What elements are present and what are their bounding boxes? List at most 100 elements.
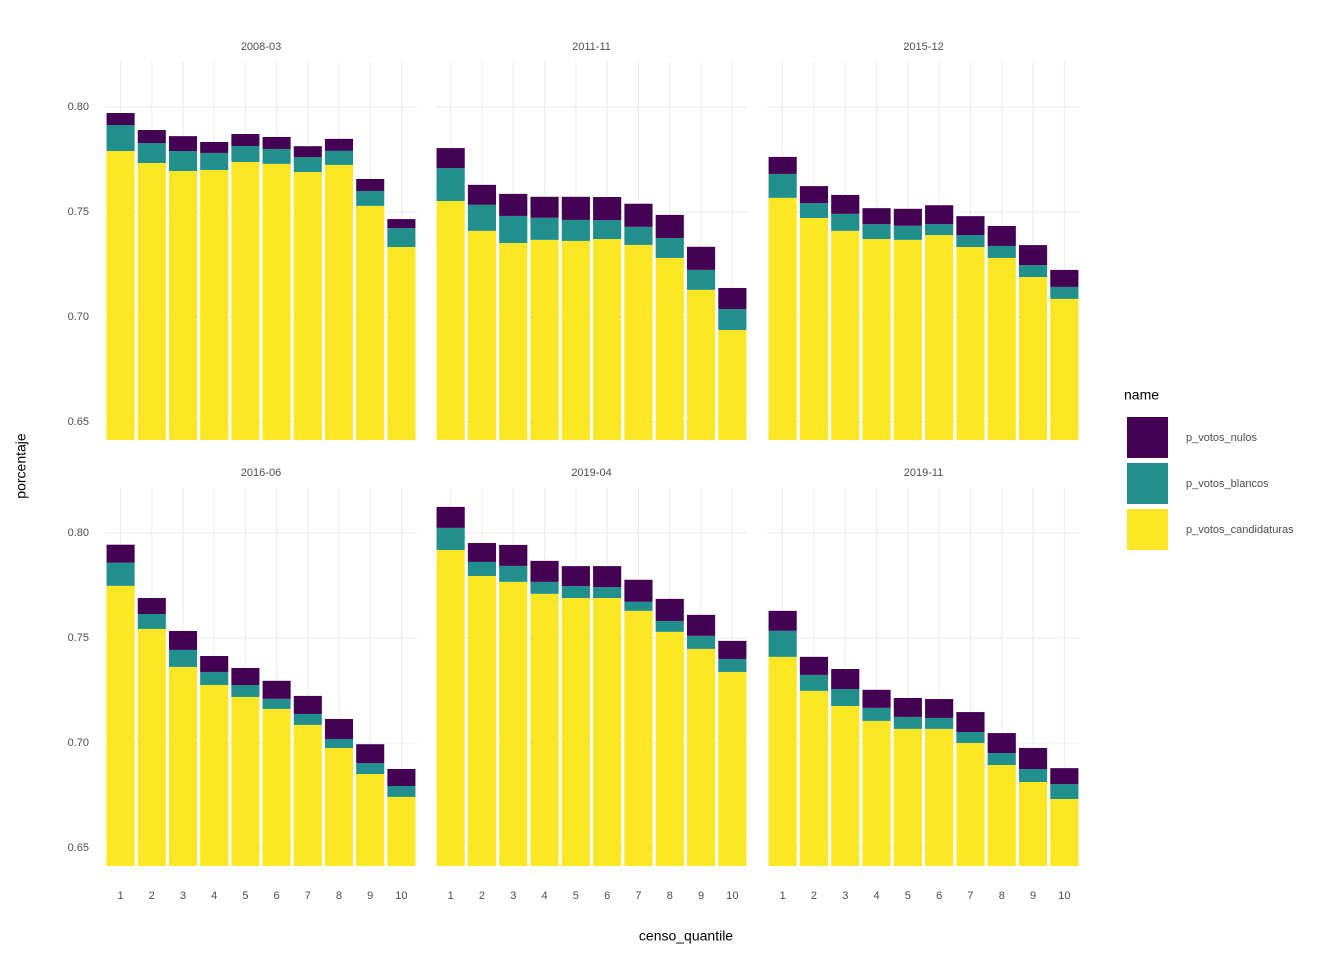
bar-segment [293, 695, 322, 714]
bar-segment [893, 698, 922, 717]
bar-segment [893, 716, 922, 729]
x-tick-label: 1 [448, 890, 454, 902]
bar-segment [831, 669, 860, 689]
bar-segment [530, 196, 559, 218]
bar-segment [467, 204, 497, 231]
bar-segment [593, 239, 622, 440]
bar-segment [862, 720, 891, 866]
bar-segment [987, 226, 1016, 246]
bar-segment [231, 667, 260, 685]
bar-segment [686, 269, 716, 290]
x-tick-label: 3 [510, 890, 516, 902]
bar-segment [718, 671, 747, 866]
bar-segment [956, 742, 985, 866]
bar-segment [262, 163, 291, 440]
bar-segment [231, 161, 260, 440]
bar-segment [137, 163, 166, 440]
bar-segment [387, 785, 416, 797]
bar-segment [925, 235, 954, 440]
bar-segment [137, 614, 166, 629]
bar-segment [925, 717, 954, 729]
bar-segment [356, 190, 385, 206]
bar-segment [530, 593, 559, 866]
bar-segment [324, 738, 354, 748]
bar-segment [168, 666, 198, 866]
bar-segment [499, 215, 528, 244]
legend-swatch [1127, 509, 1168, 550]
bar-segment [655, 598, 684, 621]
legend-swatch [1127, 463, 1168, 504]
bar-segment [106, 113, 135, 125]
bar-segment [324, 138, 354, 151]
bar-segment [231, 696, 260, 866]
y-tick-label: 0.75 [68, 632, 89, 644]
bar-segment [262, 680, 291, 699]
bar-segment [200, 656, 229, 672]
bar-segment [862, 707, 891, 721]
bar-segment [987, 257, 1016, 440]
bar-segment [106, 544, 135, 563]
bar-segment [499, 243, 528, 440]
x-tick-label: 3 [842, 890, 848, 902]
bar-segment [686, 648, 716, 866]
x-tick-label: 6 [274, 890, 280, 902]
bar-segment [655, 257, 684, 440]
bar-segment [324, 150, 354, 165]
bar-segment [231, 134, 260, 146]
bar-segment [467, 561, 497, 576]
bar-segment [1050, 799, 1079, 866]
x-tick-label: 4 [211, 890, 217, 902]
x-tick-label: 8 [667, 890, 673, 902]
bar-segment [655, 214, 684, 238]
bar-segment [436, 549, 465, 866]
bar-segment [893, 728, 922, 866]
bar-segment [956, 247, 985, 440]
bar-segment [356, 205, 385, 440]
bar-segment [293, 724, 322, 866]
bar-segment [987, 245, 1016, 258]
bar-segment [686, 635, 716, 649]
bar-segment [768, 656, 797, 866]
bar-segment [499, 544, 528, 566]
bar-segment [293, 172, 322, 441]
x-tick-label: 5 [905, 890, 911, 902]
bar-segment [1018, 768, 1048, 782]
bar-segment [499, 565, 528, 582]
bar-segment [768, 630, 797, 657]
bar-segment [956, 235, 985, 248]
x-tick-label: 4 [541, 890, 547, 902]
bar-segment [1018, 747, 1048, 769]
bar-segment [686, 246, 716, 270]
bar-segment [356, 774, 385, 866]
bar-segment [231, 684, 260, 697]
legend-label: p_votos_blancos [1186, 478, 1269, 490]
bar-segment [200, 152, 229, 170]
bar-segment [655, 631, 684, 866]
bar-segment [1050, 784, 1079, 800]
x-tick-label: 6 [604, 890, 610, 902]
y-tick-label: 0.65 [68, 842, 89, 854]
bar-segment [799, 218, 829, 440]
bar-segment [768, 173, 797, 198]
y-tick-label: 0.80 [68, 101, 89, 113]
bar-segment [893, 239, 922, 440]
bar-segment [200, 671, 229, 685]
legend-label: p_votos_candidaturas [1186, 524, 1294, 536]
bar-segment [106, 125, 135, 152]
bar-segment [831, 688, 860, 706]
y-tick-label: 0.80 [68, 527, 89, 539]
bar-segment [467, 543, 497, 562]
bar-segment [436, 527, 465, 550]
bar-segment [436, 168, 465, 202]
facet-title: 2016-06 [241, 467, 281, 479]
x-tick-label: 10 [726, 890, 738, 902]
bar-segment [561, 196, 590, 220]
bar-segment [262, 136, 291, 149]
bar-segment [925, 728, 954, 866]
x-tick-label: 5 [242, 890, 248, 902]
bar-segment [893, 225, 922, 240]
x-tick-label: 10 [395, 890, 407, 902]
x-tick-label: 4 [873, 890, 879, 902]
bar-segment [200, 684, 229, 866]
bar-segment [293, 146, 322, 158]
